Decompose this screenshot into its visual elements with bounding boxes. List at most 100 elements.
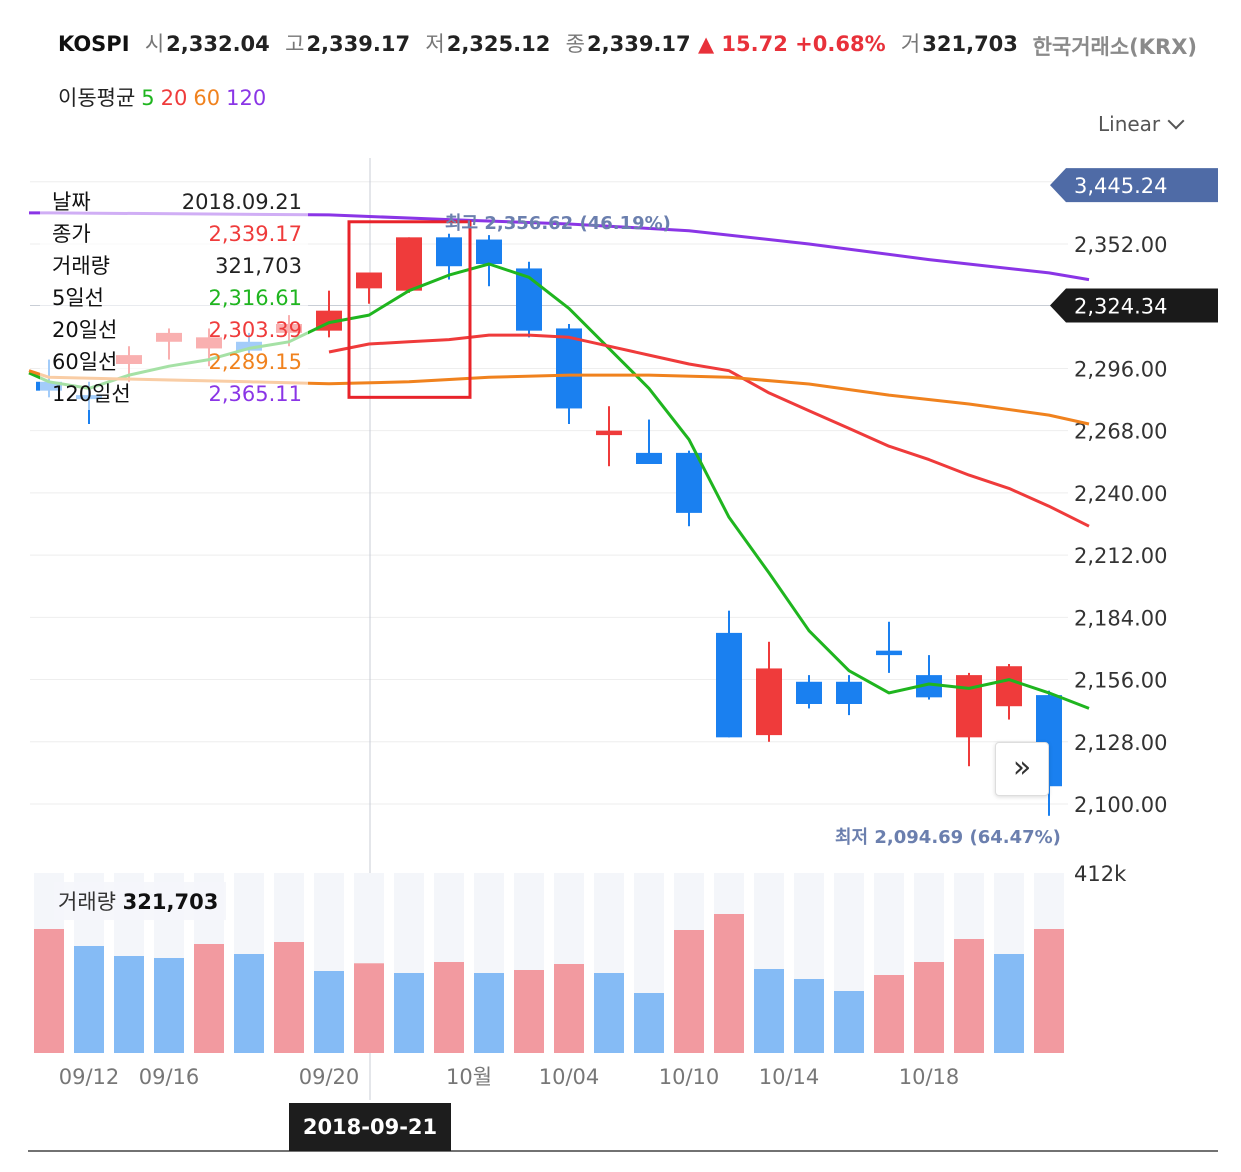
candle-body	[996, 666, 1022, 707]
ma-legend: 이동평균 5 20 60 120	[58, 82, 266, 112]
price-tag-shape	[1050, 288, 1218, 323]
volume-bar	[114, 956, 144, 1053]
volume-bar	[34, 929, 64, 1053]
x-tick-label: 10/18	[899, 1065, 960, 1089]
volume-bar	[474, 973, 504, 1053]
candle	[716, 610, 742, 738]
close-label: 종	[565, 32, 585, 56]
candle	[636, 419, 662, 464]
y-tick-label: 2,268.00	[1074, 420, 1168, 444]
info-value: 321,703	[215, 254, 302, 278]
info-key: 5일선	[52, 286, 105, 310]
current-price-tag: 2,324.34	[1050, 288, 1218, 323]
volume-bar	[274, 942, 304, 1053]
y-tick-label: 2,296.00	[1074, 357, 1168, 381]
price-tag-label: 3,445.24	[1074, 174, 1168, 198]
y-tick-label: 2,100.00	[1074, 793, 1168, 817]
candle-body	[916, 675, 942, 698]
candle-body	[596, 430, 622, 436]
volume-bar	[234, 954, 264, 1053]
quote-header: KOSPI 시2,332.04 고2,339.17 저2,325.12 종2,3…	[58, 28, 1018, 58]
double-chevron-right-icon[interactable]: »	[995, 742, 1049, 796]
volume-bar	[634, 993, 664, 1053]
candle	[996, 664, 1022, 720]
volume-bar	[314, 971, 344, 1053]
y-tick-label: 2,128.00	[1074, 731, 1168, 755]
ma-legend-120[interactable]: 120	[226, 86, 267, 110]
change-percent: +0.68%	[795, 32, 886, 56]
info-key: 날짜	[52, 190, 91, 214]
volume-label-backdrop	[54, 882, 226, 920]
candle	[796, 675, 822, 709]
candle-body	[356, 272, 382, 289]
high-label: 고	[285, 32, 305, 56]
exchange-name: 한국거래소(KRX)	[1032, 35, 1197, 59]
volume-header-label: 거래량	[58, 890, 116, 914]
candle	[356, 272, 382, 304]
x-tick-label: 09/16	[139, 1065, 200, 1089]
high-value: 2,339.17	[306, 32, 411, 56]
volume-bar	[394, 973, 424, 1053]
low-label: 저	[425, 32, 445, 56]
volume-bar	[874, 975, 904, 1053]
price-tag-shape	[1050, 168, 1218, 203]
volume-label: 거	[900, 32, 921, 56]
volume-bar	[914, 962, 944, 1053]
candle-body	[756, 668, 782, 736]
volume-bar	[594, 973, 624, 1053]
x-tick-label: 10/10	[659, 1065, 720, 1089]
volume-bar	[794, 979, 824, 1053]
volume-bar	[994, 954, 1024, 1053]
candle	[436, 233, 462, 280]
x-tick-label: 09/20	[299, 1065, 360, 1089]
volume-bar	[834, 991, 864, 1053]
info-key: 종가	[52, 222, 91, 246]
ma-legend-5[interactable]: 5	[141, 86, 155, 110]
reference-price-tag: 3,445.24	[1050, 168, 1218, 203]
x-tick-label: 10/04	[539, 1065, 600, 1089]
info-row-ma5: 5일선 2,316.61	[52, 282, 302, 314]
info-row-ma60: 60일선 2,289.15	[52, 346, 302, 378]
candle-body	[876, 650, 902, 656]
y-tick-label: 2,212.00	[1074, 544, 1168, 568]
candle-body	[436, 237, 462, 267]
open-label: 시	[144, 32, 165, 56]
candle-body	[476, 239, 502, 264]
scale-selector[interactable]: Linear	[1098, 112, 1185, 136]
info-row-date: 날짜 2018.09.21	[52, 186, 302, 218]
crosshair-info-panel: 날짜 2018.09.21 종가 2,339.17 거래량 321,703 5일선 2,…	[52, 186, 302, 410]
candle	[596, 406, 622, 467]
highlight-box	[347, 220, 472, 399]
info-row-ma120: 120일선 2,365.11	[52, 378, 302, 410]
info-panel-backdrop	[40, 184, 308, 410]
candle-body	[956, 675, 982, 738]
price-grid	[30, 181, 1068, 805]
ma-line-20	[328, 333, 1090, 528]
y-tick-label: 2,352.00	[1074, 233, 1168, 257]
candle	[476, 235, 502, 287]
info-key: 120일선	[52, 382, 131, 406]
volume-bar	[674, 930, 704, 1053]
chevron-down-icon	[1167, 112, 1185, 130]
x-tick-label: 10/14	[759, 1065, 820, 1089]
candle	[876, 621, 902, 673]
volume-value: 321,703	[922, 32, 1018, 56]
x-tick-label: 10월	[446, 1065, 492, 1089]
ma-legend-60[interactable]: 60	[193, 86, 221, 110]
info-value: 2,365.11	[208, 382, 302, 406]
ma-legend-label: 이동평균	[58, 86, 136, 110]
volume-axis-label: 412k	[1074, 862, 1127, 886]
volume-bar	[514, 970, 544, 1053]
low-value: 2,325.12	[446, 32, 551, 56]
volume-header: 거래량 321,703	[58, 886, 218, 916]
info-row-close: 종가 2,339.17	[52, 218, 302, 250]
price-tag-label: 2,324.34	[1074, 294, 1168, 318]
info-key: 60일선	[52, 350, 118, 374]
candle	[756, 641, 782, 742]
ma-legend-20[interactable]: 20	[160, 86, 188, 110]
open-value: 2,332.04	[166, 32, 270, 56]
info-value: 2,289.15	[208, 350, 302, 374]
scale-selector-label: Linear	[1098, 112, 1161, 136]
volume-bars	[34, 873, 1064, 1053]
